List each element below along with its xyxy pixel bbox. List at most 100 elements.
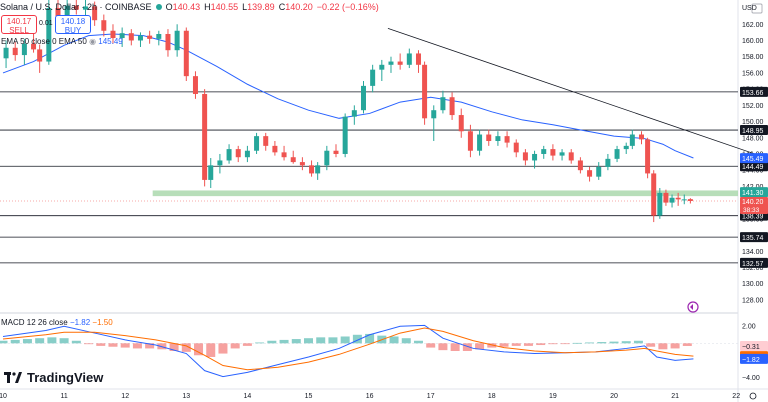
macd-hist-tag: −0.31 bbox=[742, 344, 760, 351]
macd-histogram-bar bbox=[633, 340, 643, 344]
level-price-tag-bg bbox=[740, 125, 768, 136]
macd-histogram-bar bbox=[267, 340, 277, 344]
time-tick-label: 12 bbox=[121, 393, 129, 400]
macd-histogram-bar bbox=[438, 343, 448, 351]
candle bbox=[73, 5, 79, 10]
tradingview-logo[interactable]: TradingView bbox=[4, 370, 103, 385]
time-tick-label: 22 bbox=[732, 393, 740, 400]
level-price-tag-bg bbox=[740, 232, 768, 243]
macd-histogram-bar bbox=[487, 343, 497, 348]
macd-legend[interactable]: MACD 12 26 close −1.82 −1.50 bbox=[1, 318, 113, 327]
candle bbox=[244, 150, 250, 158]
price-tick-label: 160.00 bbox=[742, 38, 764, 45]
candle bbox=[281, 152, 287, 158]
macd-histogram-bar bbox=[585, 342, 595, 344]
symbol-name[interactable]: Solana / U.S. Dollar · 2h · COINBASE bbox=[0, 2, 152, 12]
candle bbox=[596, 166, 602, 177]
candle bbox=[687, 199, 693, 201]
ema-legend-value: 145.49 bbox=[98, 37, 123, 46]
macd-histogram-bar bbox=[523, 343, 533, 346]
ema-eye-icon[interactable]: ◉ bbox=[89, 37, 97, 46]
candle bbox=[360, 85, 366, 111]
candle bbox=[651, 173, 657, 216]
candle bbox=[92, 6, 98, 21]
last-price-tag-bg bbox=[740, 196, 768, 214]
macd-histogram-bar bbox=[108, 343, 118, 347]
macd-histogram-bar bbox=[413, 340, 423, 344]
price-tick-label: 148.00 bbox=[742, 135, 764, 142]
time-tick-label: 10 bbox=[0, 393, 7, 400]
candle bbox=[568, 152, 574, 161]
macd-histogram-bar bbox=[255, 342, 265, 344]
axis-settings-icon bbox=[749, 392, 757, 400]
macd-histogram-bar bbox=[401, 338, 411, 344]
macd-histogram-bar bbox=[120, 343, 130, 348]
candle bbox=[309, 165, 315, 174]
sell-label: SELL bbox=[9, 26, 29, 35]
macd-histogram-bar bbox=[206, 343, 216, 357]
support-zone-tag: 141.30 bbox=[742, 190, 764, 197]
candle bbox=[681, 199, 687, 201]
ema-legend[interactable]: EMA 50 close 0 EMA 50 ◉ 145.49 bbox=[1, 37, 123, 46]
high-label: H bbox=[204, 2, 211, 12]
ohlc-low: L139.89 bbox=[242, 2, 275, 12]
candle bbox=[370, 69, 376, 86]
macd-histogram-bar bbox=[340, 336, 350, 344]
low-value: 139.89 bbox=[247, 2, 275, 12]
open-label: O bbox=[165, 2, 173, 12]
ohlc-close: C140.20 bbox=[279, 2, 313, 12]
candle bbox=[315, 165, 321, 174]
macd-histogram-bar bbox=[609, 341, 619, 344]
macd-histogram-bar bbox=[0, 340, 8, 344]
macd-histogram-bar bbox=[572, 342, 582, 344]
macd-histogram-bar bbox=[328, 337, 338, 344]
macd-histogram-bar bbox=[621, 341, 631, 344]
sell-button[interactable]: 140.17 SELL bbox=[1, 15, 37, 35]
candle bbox=[406, 53, 412, 65]
candle bbox=[156, 33, 162, 39]
time-tick-label: 16 bbox=[366, 393, 374, 400]
candle bbox=[137, 35, 143, 41]
macd-histogram-bar bbox=[35, 338, 45, 344]
level-price-tag: 153.66 bbox=[742, 90, 764, 97]
brand-name: TradingView bbox=[27, 370, 104, 385]
macd-histogram-bar bbox=[181, 343, 191, 352]
macd-hist-tag-bg bbox=[740, 340, 768, 351]
level-price-tag: 144.49 bbox=[742, 164, 764, 171]
candle bbox=[532, 153, 538, 161]
ema50-line bbox=[2, 33, 694, 159]
currency-label: USD bbox=[742, 5, 757, 12]
buy-label: BUY bbox=[64, 26, 82, 35]
candle bbox=[351, 110, 357, 117]
macd-histogram-bar bbox=[646, 343, 656, 347]
sell-price: 140.17 bbox=[6, 17, 32, 26]
replay-icon-arrow bbox=[690, 304, 693, 310]
close-label: C bbox=[278, 2, 286, 12]
candle bbox=[299, 162, 305, 166]
trendline bbox=[387, 27, 767, 159]
macd-histogram-bar bbox=[96, 343, 106, 346]
macd-line bbox=[2, 324, 694, 378]
market-status-icon bbox=[155, 4, 162, 10]
candle bbox=[324, 150, 330, 166]
ema-price-tag: 145.49 bbox=[742, 156, 764, 163]
macd-histogram-bar bbox=[242, 343, 252, 346]
candle bbox=[128, 33, 134, 41]
buy-button[interactable]: 140.18 BUY bbox=[55, 15, 91, 35]
candle bbox=[208, 165, 214, 180]
macd-histogram-bar bbox=[597, 342, 607, 344]
price-tick-label: 132.00 bbox=[742, 265, 764, 272]
candle bbox=[55, 8, 61, 17]
macd-histogram-bar bbox=[47, 337, 57, 344]
candle bbox=[64, 5, 70, 17]
price-tick-label: 150.00 bbox=[742, 119, 764, 126]
candle bbox=[12, 47, 18, 56]
macd-value-tag: −1.82 bbox=[742, 357, 760, 364]
level-price-tag: 135.74 bbox=[742, 235, 764, 242]
level-price-tag: 138.39 bbox=[742, 214, 764, 221]
candle bbox=[333, 150, 339, 154]
spread-value: 0.01 bbox=[39, 20, 53, 27]
candle bbox=[254, 136, 260, 151]
candle bbox=[397, 61, 403, 65]
